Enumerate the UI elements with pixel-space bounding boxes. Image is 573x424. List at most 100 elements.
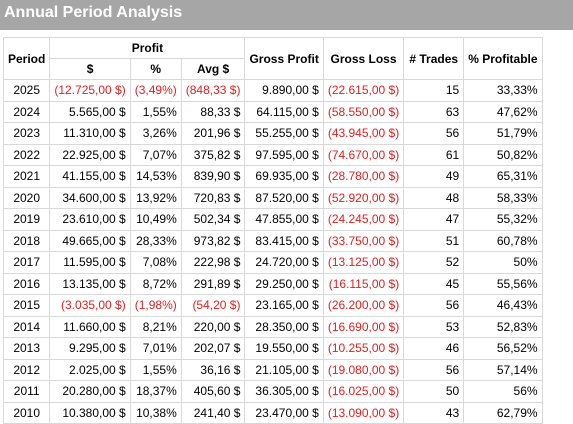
cell-profit-avg: 222,98 $ [180,251,246,274]
cell-period: 2021 [2,165,51,188]
table-row[interactable]: 2020 34.600,00 $13,92% 720,83 $87.520,00 $… [2,186,543,209]
cell-pct-profitable: 60,78% [463,229,543,252]
cell-gross-loss: (10.255,00 $) [322,337,405,360]
table-row[interactable]: 2012 2.025,00 $1,55% 36,16 $21.105,00 $ (19… [2,358,543,381]
cell-pct-profitable: 56% [463,380,543,403]
cell-pct-profitable: 50,82% [463,143,543,166]
cell-gross-loss: (28.780,00 $) [322,165,405,188]
header-period[interactable]: Period [2,37,51,80]
cell-profit-pct: 14,53% [129,165,182,188]
cell-gross-loss: (33.750,00 $) [322,229,405,252]
cell-profit-avg: 241,40 $ [180,401,246,424]
table-row[interactable]: 2025 (12.725,00 $) (3,49%) (848,33 $) 9.890,… [2,79,543,102]
cell-trades: 53 [403,315,465,338]
cell-trades: 56 [403,122,465,145]
cell-profit-pct: 10,38% [129,401,182,424]
cell-profit-pct: 7,01% [129,337,182,360]
cell-profit-usd: 22.925,00 $ [49,143,131,166]
cell-pct-profitable: 46,43% [463,294,543,317]
header-trades[interactable]: # Trades [403,37,465,80]
cell-profit-avg: 405,60 $ [180,380,246,403]
cell-gross-loss: (16.690,00 $) [322,315,405,338]
table-row[interactable]: 2023 11.310,00 $3,26% 201,96 $55.255,00 $(… [2,122,543,145]
cell-gross-profit: 64.115,00 $ [244,100,324,123]
table-row[interactable]: 2010 10.380,00 $10,38% 241,40 $23.470,00 $… [2,401,543,424]
table-body: 2025 (12.725,00 $) (3,49%) (848,33 $) 9.890,… [2,79,543,424]
cell-profit-usd: 13.135,00 $ [49,272,131,295]
cell-trades: 49 [403,165,465,188]
cell-profit-usd: 23.610,00 $ [49,208,131,231]
table-row[interactable]: 2013 9.295,00 $7,01% 202,07 $19.550,00 $ (1… [2,337,543,360]
cell-gross-loss: (13.090,00 $) [322,401,405,424]
header-profit-usd[interactable]: $ [49,58,131,80]
cell-gross-profit: 87.520,00 $ [244,186,324,209]
cell-profit-pct: (1,98%) [129,294,182,317]
cell-period: 2018 [2,229,51,252]
cell-period: 2024 [2,100,51,123]
header-profit-avg[interactable]: Avg $ [180,58,246,80]
table-row[interactable]: 2016 13.135,00 $8,72% 291,89 $29.250,00 $(… [2,272,543,295]
cell-profit-pct: 1,55% [129,100,182,123]
cell-trades: 43 [403,401,465,424]
table-row[interactable]: 2015 (3.035,00 $) (1,98%) (54,20 $) 23.165,0… [2,294,543,317]
cell-profit-pct: 8,21% [129,315,182,338]
cell-profit-avg: 839,90 $ [180,165,246,188]
cell-profit-avg: 973,82 $ [180,229,246,252]
cell-pct-profitable: 50% [463,251,543,274]
cell-profit-usd: (12.725,00 $) [49,79,131,102]
cell-profit-pct: 7,07% [129,143,182,166]
cell-period: 2023 [2,122,51,145]
cell-profit-pct: 10,49% [129,208,182,231]
cell-gross-loss: (58.550,00 $) [322,100,405,123]
header-gross-profit[interactable]: Gross Profit [244,37,324,80]
table-row[interactable]: 2022 22.925,00 $7,07% 375,82 $97.595,00 $(… [2,143,543,166]
cell-profit-avg: 375,82 $ [180,143,246,166]
cell-pct-profitable: 51,79% [463,122,543,145]
cell-gross-profit: 9.890,00 $ [244,79,324,102]
cell-profit-usd: 11.660,00 $ [49,315,131,338]
cell-gross-loss: (19.080,00 $) [322,358,405,381]
table-row[interactable]: 2014 11.660,00 $8,21% 220,00 $28.350,00 $(… [2,315,543,338]
header-profit-pct[interactable]: % [129,58,182,80]
cell-gross-profit: 55.255,00 $ [244,122,324,145]
cell-profit-avg: 201,96 $ [180,122,246,145]
cell-gross-loss: (52.920,00 $) [322,186,405,209]
table-row[interactable]: 2011 20.280,00 $18,37% 405,60 $36.305,00 $… [2,380,543,403]
cell-gross-profit: 23.470,00 $ [244,401,324,424]
table-row[interactable]: 2019 23.610,00 $10,49% 502,34 $47.855,00 $… [2,208,543,231]
cell-gross-profit: 29.250,00 $ [244,272,324,295]
page-title: Annual Period Analysis [4,4,183,21]
cell-profit-avg: 720,83 $ [180,186,246,209]
cell-profit-avg: 88,33 $ [180,100,246,123]
cell-period: 2020 [2,186,51,209]
cell-pct-profitable: 55,32% [463,208,543,231]
table-row[interactable]: 2017 11.595,00 $7,08% 222,98 $24.720,00 $(… [2,251,543,274]
header-profit-group: Profit [49,37,246,59]
cell-trades: 46 [403,337,465,360]
cell-profit-pct: (3,49%) [129,79,182,102]
cell-profit-usd: 20.280,00 $ [49,380,131,403]
cell-period: 2010 [2,401,51,424]
cell-period: 2012 [2,358,51,381]
cell-period: 2015 [2,294,51,317]
table-row[interactable]: 2024 5.565,00 $1,55% 88,33 $64.115,00 $ (58… [2,100,543,123]
cell-trades: 56 [403,294,465,317]
cell-profit-pct: 7,08% [129,251,182,274]
cell-gross-profit: 21.105,00 $ [244,358,324,381]
cell-profit-avg: 502,34 $ [180,208,246,231]
cell-pct-profitable: 56,52% [463,337,543,360]
cell-gross-loss: (24.245,00 $) [322,208,405,231]
annual-analysis-table: Period Profit Gross Profit Gross Loss # … [2,37,543,424]
cell-trades: 52 [403,251,465,274]
table-row[interactable]: 2018 49.665,00 $28,33% 973,82 $83.415,00 $… [2,229,543,252]
cell-profit-pct: 18,37% [129,380,182,403]
cell-gross-profit: 83.415,00 $ [244,229,324,252]
cell-profit-usd: 11.595,00 $ [49,251,131,274]
header-gross-loss[interactable]: Gross Loss [322,37,405,80]
table-row[interactable]: 2021 41.155,00 $14,53% 839,90 $69.935,00 $… [2,165,543,188]
cell-period: 2011 [2,380,51,403]
cell-profit-pct: 8,72% [129,272,182,295]
cell-pct-profitable: 33,33% [463,79,543,102]
header-pct-profitable[interactable]: % Profitable [463,37,543,80]
cell-gross-profit: 97.595,00 $ [244,143,324,166]
